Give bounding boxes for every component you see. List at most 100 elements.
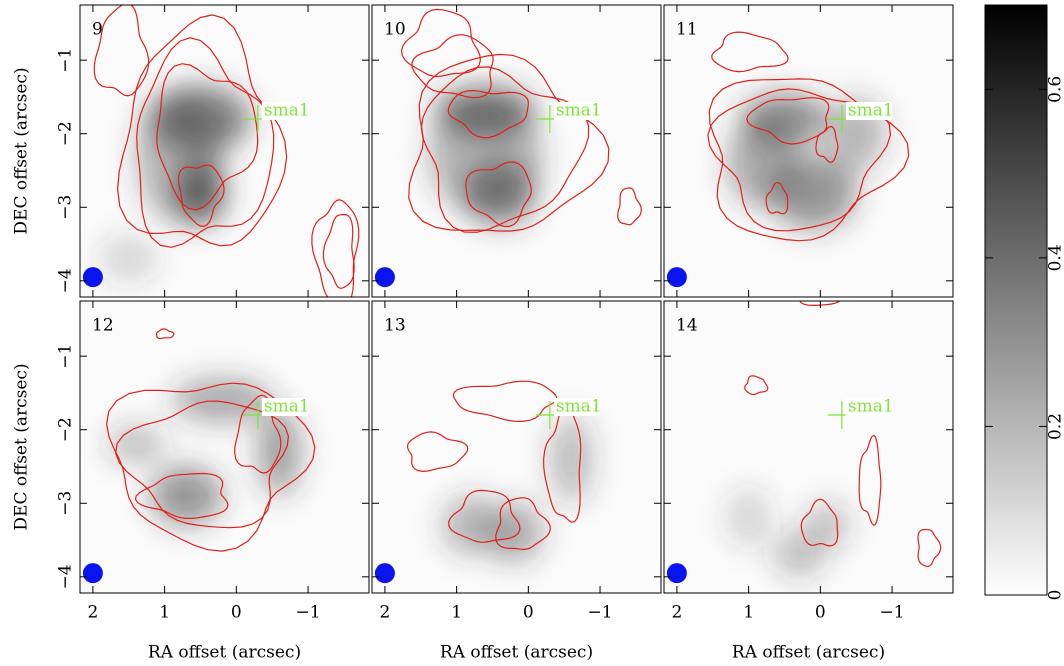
emission	[727, 488, 771, 548]
y-tick-label: −4	[56, 564, 76, 589]
x-tick-label: −1	[588, 603, 613, 623]
x-tick-label: 0	[815, 603, 826, 623]
marker-label: sma1	[556, 397, 602, 417]
contour	[746, 97, 830, 145]
emission	[773, 532, 824, 577]
contour	[134, 472, 229, 519]
emission	[805, 503, 850, 548]
contour	[917, 529, 942, 568]
contour	[744, 375, 769, 396]
x-tick-label: 2	[87, 603, 98, 623]
panel-frame	[663, 300, 954, 594]
emission	[549, 415, 593, 504]
x-axis-label: RA offset (arcsec)	[148, 643, 301, 663]
marker-label-bg	[261, 398, 308, 417]
marker-label-bg	[845, 398, 892, 417]
beam	[374, 267, 395, 288]
contour	[452, 380, 558, 423]
contour	[136, 37, 275, 248]
x-tick-label: 1	[451, 603, 462, 623]
x-tick-label: 1	[743, 603, 754, 623]
contour	[400, 8, 482, 78]
contour	[322, 213, 355, 289]
panel	[372, 5, 661, 297]
x-tick-label: 1	[159, 603, 170, 623]
x-tick-label: 2	[671, 603, 682, 623]
marker-label: sma1	[848, 397, 894, 417]
contour	[447, 89, 530, 139]
contour	[93, 5, 150, 97]
contour	[543, 405, 582, 523]
x-tick-label: −1	[296, 603, 321, 623]
emission	[107, 426, 165, 463]
intensity	[427, 85, 543, 226]
contour	[411, 34, 494, 99]
contour	[707, 88, 892, 232]
y-axis-label: DEC offset (arcsec)	[12, 363, 32, 530]
marker-label-bg	[553, 398, 600, 417]
marker-label-bg	[261, 102, 308, 121]
y-tick-label: −1	[56, 344, 76, 369]
emission	[727, 119, 799, 208]
contour	[420, 66, 590, 233]
x-tick-label: 0	[523, 603, 534, 623]
x-tick-label: 2	[379, 603, 390, 623]
beam	[82, 563, 103, 584]
panel-frame	[79, 4, 370, 298]
contour	[799, 301, 841, 306]
contour	[765, 181, 789, 215]
colorbar-tick-label: 0.6	[1046, 76, 1064, 103]
contour	[115, 400, 290, 529]
x-tick-label: −1	[880, 603, 905, 623]
contour	[708, 78, 910, 242]
panel-label: 14	[676, 316, 698, 336]
panel-label: 10	[384, 20, 406, 40]
y-tick-label: −3	[56, 195, 76, 220]
contour	[800, 498, 839, 547]
panel-label: 13	[384, 316, 406, 336]
colorbar-tick-label: 0	[1046, 590, 1064, 601]
marker-label: sma1	[264, 101, 310, 121]
y-tick-label: −4	[56, 268, 76, 293]
panel-frame	[663, 4, 954, 298]
panel-frame	[79, 300, 370, 594]
panel-label: 12	[92, 316, 114, 336]
contour	[311, 199, 360, 297]
panel-label: 9	[92, 20, 103, 40]
panel-frame	[371, 4, 662, 298]
panel	[372, 301, 661, 593]
contour	[177, 164, 225, 228]
contour	[495, 497, 551, 551]
contour	[465, 161, 532, 228]
marker-label: sma1	[264, 397, 310, 417]
contour	[156, 328, 175, 340]
contour	[448, 489, 521, 543]
contour	[858, 434, 882, 526]
marker-label: sma1	[848, 101, 894, 121]
emission	[150, 466, 222, 526]
y-tick-label: −2	[56, 417, 76, 442]
x-axis-label: RA offset (arcsec)	[440, 643, 593, 663]
contour	[105, 382, 316, 552]
x-axis-label: RA offset (arcsec)	[732, 643, 885, 663]
emission	[485, 503, 543, 563]
contour	[815, 125, 839, 164]
marker-label-bg	[553, 102, 600, 121]
beam	[374, 563, 395, 584]
panel-label: 11	[676, 20, 698, 40]
contour	[116, 14, 288, 247]
panel-frame	[371, 300, 662, 594]
marker-label-bg	[845, 102, 892, 121]
marker-label: sma1	[556, 101, 602, 121]
y-axis-label: DEC offset (arcsec)	[12, 67, 32, 234]
colorbar-tick-label: 0.2	[1046, 413, 1064, 440]
panel	[664, 301, 953, 593]
panel-bg	[664, 5, 953, 297]
y-tick-label: −1	[56, 48, 76, 73]
emission	[442, 495, 500, 555]
panel	[80, 5, 369, 297]
panel	[80, 301, 369, 593]
emission	[171, 378, 273, 423]
contour	[617, 187, 642, 226]
